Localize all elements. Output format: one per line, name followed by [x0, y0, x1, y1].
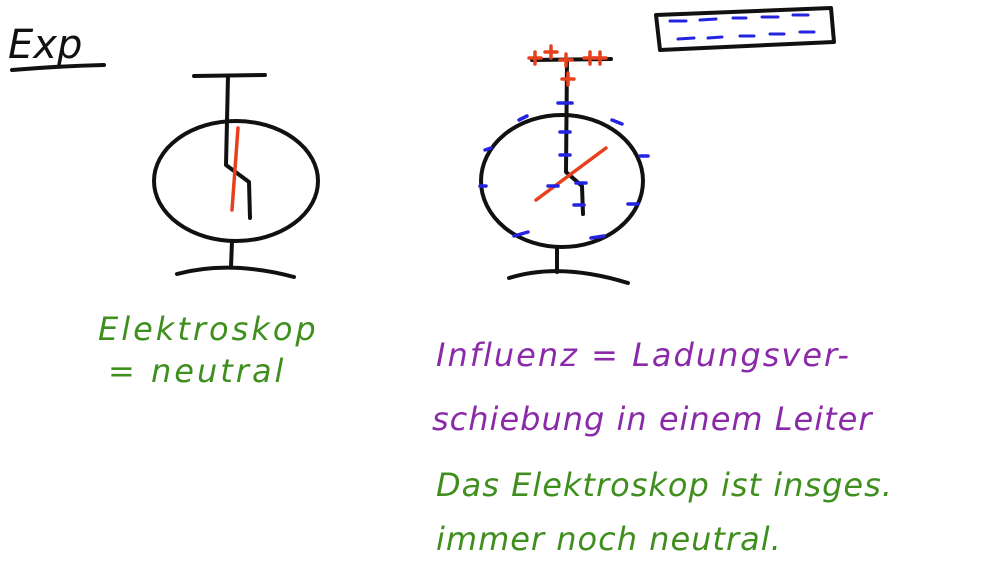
negative-charges: [478, 101, 650, 240]
charged-rod: [654, 6, 836, 52]
electroscope-right-pointer: [534, 146, 608, 202]
label-elektroskop: Elektroskop: [98, 310, 319, 348]
electroscope-influenced: [478, 44, 650, 285]
electroscope-left-pointer: [230, 126, 240, 212]
electroscope-right-housing: [479, 113, 645, 249]
electroscope-neutral: [152, 73, 320, 279]
conclusion-line1: Das Elektroskop ist insges.: [436, 466, 893, 504]
definition-line1: Influenz = Ladungsver-: [436, 336, 851, 374]
definition-line2: schiebung in einem Leiter: [432, 400, 873, 438]
electroscope-left-housing: [152, 119, 320, 243]
conclusion-line2: immer noch neutral.: [436, 520, 782, 558]
electroscope-right-base: [507, 269, 630, 285]
title-underline: [10, 63, 106, 72]
electroscope-left-base: [175, 265, 296, 279]
charged-rod-outline: [654, 6, 836, 52]
charged-rod-charges: [668, 13, 816, 41]
title-exp: Exp: [8, 22, 82, 68]
positive-charges: [527, 44, 608, 87]
label-neutral: = neutral: [108, 352, 286, 390]
electroscope-left-stand: [229, 239, 234, 269]
